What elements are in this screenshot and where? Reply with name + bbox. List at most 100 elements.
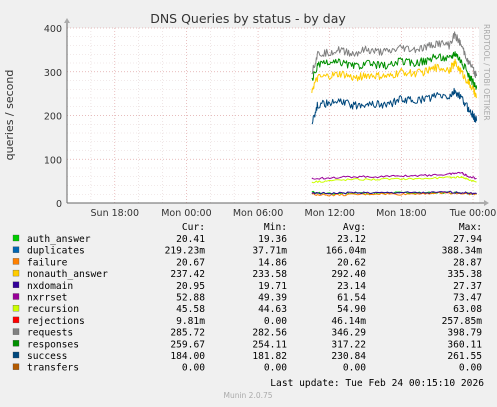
legend-cur-value: 259.67 — [170, 339, 205, 350]
series-line-failure — [311, 191, 477, 197]
legend-avg-value: 23.12 — [337, 234, 366, 245]
legend-cur-value: 20.67 — [176, 257, 205, 268]
legend-swatch — [12, 305, 20, 312]
legend-cur-value: 237.42 — [170, 269, 205, 280]
legend-table: Cur: Min: Avg: Max: auth_answer 20.41 19.36 23.… — [12, 222, 483, 374]
legend-cur-value: 20.95 — [176, 281, 205, 292]
series-line-nxdomain — [311, 190, 477, 195]
legend-series-name: nxrrset — [27, 293, 67, 304]
chart-title: DNS Queries by status - by day — [150, 11, 346, 26]
series-line-requests — [311, 31, 478, 79]
legend-column-header: Max: — [459, 222, 482, 233]
legend-swatch — [12, 269, 20, 277]
series-line-responses — [311, 51, 478, 90]
axes — [64, 18, 489, 206]
legend-cur-value: 52.88 — [176, 293, 205, 304]
legend-avg-value: 61.54 — [337, 293, 366, 304]
x-tick-label: Sun 18:00 — [91, 208, 139, 219]
legend-min-value: 282.56 — [252, 328, 287, 339]
legend-series-name: transfers — [27, 363, 79, 374]
legend-min-value: 19.71 — [258, 281, 287, 292]
legend-column-header: Min: — [264, 222, 287, 233]
legend-max-value: 27.94 — [453, 234, 482, 245]
legend-max-value: 335.38 — [447, 269, 482, 280]
legend-swatch — [12, 351, 20, 359]
series-line-nxrrset — [311, 171, 477, 180]
legend-swatch — [12, 246, 20, 253]
y-tick-label: 100 — [44, 155, 62, 166]
legend-swatch — [12, 340, 20, 347]
legend-swatch — [12, 316, 20, 324]
legend-cur-value: 285.72 — [170, 328, 205, 339]
legend-avg-value: 346.29 — [331, 328, 366, 339]
legend-series-name: rejections — [27, 316, 85, 327]
y-axis-label: queries / second — [3, 70, 16, 161]
legend-swatch — [12, 328, 20, 335]
series-lines — [311, 31, 478, 197]
legend-min-value: 14.86 — [258, 257, 287, 268]
legend-series-name: auth_answer — [27, 234, 91, 245]
legend-max-value: 73.47 — [453, 293, 482, 304]
y-tick-label: 300 — [44, 68, 62, 79]
x-tick-label: Mon 18:00 — [376, 208, 426, 219]
legend-series-name: failure — [27, 257, 68, 268]
legend-cur-value: 20.41 — [176, 234, 205, 245]
legend-max-value: 0.00 — [459, 363, 482, 374]
munin-footer: Munin 2.0.75 — [223, 391, 272, 400]
legend-swatch — [12, 234, 20, 242]
legend-min-value: 19.36 — [258, 234, 287, 245]
legend-series-name: nxdomain — [27, 281, 73, 292]
legend-max-value: 63.08 — [453, 304, 482, 315]
legend-avg-value: 230.84 — [331, 351, 366, 362]
legend-avg-value: 46.14m — [331, 316, 366, 327]
legend-max-value: 257.85m — [442, 316, 483, 327]
legend-cur-value: 219.23m — [165, 246, 206, 257]
legend-swatch — [12, 363, 20, 370]
legend-max-value: 398.79 — [447, 328, 482, 339]
legend-max-value: 261.55 — [447, 351, 482, 362]
legend-swatch — [12, 293, 20, 300]
legend-cur-value: 45.58 — [176, 304, 205, 315]
legend-min-value: 49.39 — [258, 293, 287, 304]
legend-avg-value: 23.14 — [337, 281, 366, 292]
x-tick-labels: Sun 18:00 Mon 00:00 Mon 06:00 Mon 12:00 Mon … — [91, 208, 497, 219]
legend-avg-value: 54.90 — [337, 304, 366, 315]
plot-area — [67, 28, 479, 203]
legend-series-name: responses — [27, 339, 79, 350]
legend-min-value: 0.00 — [264, 363, 287, 374]
legend-min-value: 181.82 — [252, 351, 287, 362]
series-line-nonauth-answer — [311, 58, 477, 99]
legend-min-value: 0.00 — [264, 316, 287, 327]
legend-max-value: 27.37 — [453, 281, 482, 292]
legend-avg-value: 20.62 — [337, 257, 366, 268]
legend-min-value: 37.71m — [252, 246, 287, 257]
legend-min-value: 233.58 — [252, 269, 287, 280]
x-tick-label: Mon 00:00 — [161, 208, 211, 219]
legend-avg-value: 292.40 — [331, 269, 366, 280]
last-update: Last update: Tue Feb 24 00:15:10 2026 — [270, 378, 484, 389]
legend-cur-value: 184.00 — [170, 351, 205, 362]
legend-min-value: 254.11 — [252, 339, 287, 350]
legend-min-value: 44.63 — [258, 304, 287, 315]
legend-avg-value: 317.22 — [331, 339, 366, 350]
legend-swatch — [12, 281, 20, 288]
legend-cur-value: 9.81m — [176, 316, 205, 327]
legend-avg-value: 166.04m — [326, 246, 367, 257]
legend-avg-value: 0.00 — [343, 363, 366, 374]
x-axis-arrow — [484, 200, 489, 206]
legend-series-name: recursion — [27, 304, 79, 315]
legend-swatch — [12, 258, 20, 265]
legend-series-name: duplicates — [27, 246, 85, 257]
y-tick-labels: 0 100 200 300 400 — [44, 24, 62, 210]
x-tick-label: Mon 12:00 — [305, 208, 355, 219]
legend-cur-value: 0.00 — [182, 363, 205, 374]
y-tick-label: 200 — [44, 112, 62, 123]
legend-max-value: 360.11 — [447, 339, 482, 350]
y-tick-label: 0 — [56, 199, 62, 210]
y-tick-label: 400 — [44, 24, 62, 35]
legend-series-name: requests — [27, 328, 73, 339]
y-axis-arrow — [64, 18, 70, 23]
watermark: RRDTOOL / TOBI OETIKER — [482, 24, 491, 121]
x-tick-label: Mon 06:00 — [233, 208, 283, 219]
